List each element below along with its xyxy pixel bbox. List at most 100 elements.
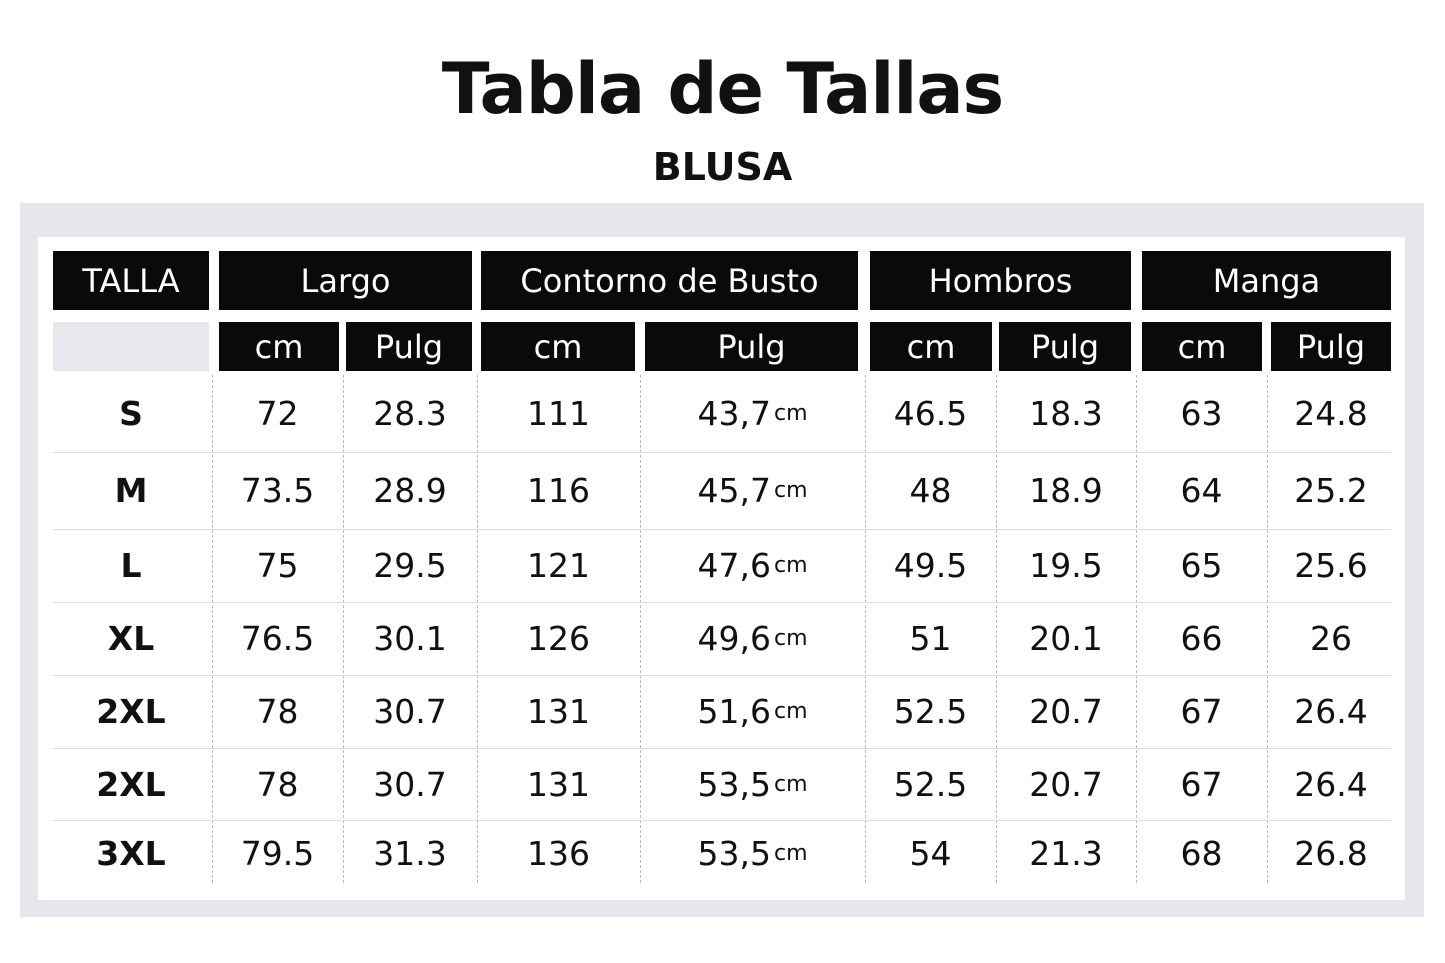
table-cell: 111 bbox=[527, 394, 590, 433]
table-cell: 49.5 bbox=[893, 546, 968, 585]
table-cell: 25.2 bbox=[1294, 471, 1368, 510]
table-cell: 53,5 cm bbox=[640, 820, 865, 886]
table-cell: 21.3 bbox=[1029, 833, 1103, 873]
table-cell: 24.8 bbox=[1294, 394, 1368, 433]
table-cell: 53,5 cm bbox=[640, 748, 865, 820]
size-label: 3XL bbox=[96, 833, 166, 873]
table-cell: 28.9 bbox=[373, 471, 447, 510]
cell-value: 49,6 bbox=[697, 619, 771, 658]
table-cell: 78 bbox=[256, 764, 299, 804]
subtitle: BLUSA bbox=[652, 145, 793, 189]
table-cell: 67 bbox=[1180, 692, 1223, 731]
table-cell: 19.5 bbox=[1029, 546, 1103, 585]
table-cell: 20.1 bbox=[1029, 619, 1103, 658]
header-blank bbox=[53, 322, 209, 371]
column-divider bbox=[640, 375, 641, 883]
table-cell: 26 bbox=[1310, 619, 1352, 658]
cell-unit: cm bbox=[773, 840, 808, 866]
table-cell: 47,6 cm bbox=[640, 529, 865, 602]
table-cell: 51 bbox=[909, 619, 952, 658]
table-cell: 25.6 bbox=[1294, 546, 1368, 585]
table-cell: 63 bbox=[1180, 394, 1223, 433]
cell-value: 47,6 bbox=[697, 546, 771, 585]
column-divider bbox=[996, 375, 997, 883]
cell-value: 43,7 bbox=[697, 394, 771, 433]
table-cell: 131 bbox=[527, 692, 590, 731]
cell-value: 53,5 bbox=[697, 833, 771, 873]
table-cell: 121 bbox=[527, 546, 590, 585]
table-cell: 75 bbox=[256, 546, 299, 585]
table-cell: 18.9 bbox=[1029, 471, 1103, 510]
table-cell: 18.3 bbox=[1029, 394, 1103, 433]
unit-header: Pulg bbox=[645, 322, 858, 371]
row-divider bbox=[53, 675, 1391, 676]
table-cell: 43,7 cm bbox=[640, 375, 865, 452]
unit-header: cm bbox=[219, 322, 339, 371]
table-cell: 49,6 cm bbox=[640, 602, 865, 675]
unit-header: Pulg bbox=[346, 322, 472, 371]
unit-header: cm bbox=[481, 322, 635, 371]
unit-header: cm bbox=[1142, 322, 1262, 371]
column-divider bbox=[1267, 375, 1268, 883]
unit-header: cm bbox=[870, 322, 992, 371]
table-cell: 30.7 bbox=[373, 692, 447, 731]
size-label: 2XL bbox=[96, 764, 166, 804]
unit-header: Pulg bbox=[999, 322, 1131, 371]
size-label: XL bbox=[107, 619, 155, 658]
unit-header: Pulg bbox=[1271, 322, 1391, 371]
table-cell: 54 bbox=[909, 833, 952, 873]
cell-unit: cm bbox=[773, 699, 808, 724]
table-cell: 48 bbox=[909, 471, 952, 510]
cell-value: 51,6 bbox=[697, 692, 771, 731]
cell-unit: cm bbox=[773, 626, 808, 651]
size-label: L bbox=[120, 546, 142, 585]
row-divider bbox=[53, 452, 1391, 453]
row-divider bbox=[53, 748, 1391, 749]
table-cell: 26.8 bbox=[1294, 833, 1368, 873]
size-label: S bbox=[119, 394, 143, 433]
table-cell: 136 bbox=[527, 833, 590, 873]
table-cell: 20.7 bbox=[1029, 692, 1103, 731]
group-header: TALLA bbox=[53, 251, 209, 310]
table-cell: 52.5 bbox=[893, 764, 968, 804]
table-cell: 73.5 bbox=[240, 471, 315, 510]
table-cell: 20.7 bbox=[1029, 764, 1103, 804]
table-cell: 46.5 bbox=[893, 394, 968, 433]
table-cell: 26.4 bbox=[1294, 692, 1368, 731]
size-label: 2XL bbox=[96, 692, 166, 731]
row-divider bbox=[53, 529, 1391, 530]
column-divider bbox=[865, 375, 866, 883]
table-cell: 65 bbox=[1180, 546, 1223, 585]
table-cell: 68 bbox=[1180, 833, 1223, 873]
cell-value: 45,7 bbox=[697, 471, 771, 510]
title: Tabla de Tallas bbox=[441, 48, 1004, 130]
column-divider bbox=[477, 375, 478, 883]
column-divider bbox=[1136, 375, 1137, 883]
table-cell: 131 bbox=[527, 764, 590, 804]
cell-unit: cm bbox=[773, 401, 808, 426]
group-header: Hombros bbox=[870, 251, 1131, 310]
table-cell: 126 bbox=[527, 619, 590, 658]
column-divider bbox=[212, 375, 213, 883]
table-cell: 30.1 bbox=[373, 619, 447, 658]
cell-unit: cm bbox=[773, 478, 808, 503]
table-cell: 66 bbox=[1180, 619, 1223, 658]
table-cell: 72 bbox=[256, 394, 299, 433]
table-cell: 45,7 cm bbox=[640, 452, 865, 529]
row-divider bbox=[53, 602, 1391, 603]
cell-unit: cm bbox=[773, 771, 808, 797]
group-header: Manga bbox=[1142, 251, 1391, 310]
table-cell: 116 bbox=[527, 471, 590, 510]
table-cell: 52.5 bbox=[893, 692, 968, 731]
table-cell: 79.5 bbox=[240, 833, 315, 873]
column-divider bbox=[343, 375, 344, 883]
row-divider bbox=[53, 820, 1391, 821]
group-header: Largo bbox=[219, 251, 472, 310]
cell-value: 53,5 bbox=[697, 764, 771, 804]
table-cell: 51,6 cm bbox=[640, 675, 865, 748]
table-cell: 28.3 bbox=[373, 394, 447, 433]
size-label: M bbox=[114, 471, 148, 510]
table-cell: 26.4 bbox=[1294, 764, 1368, 804]
table-cell: 78 bbox=[256, 692, 299, 731]
